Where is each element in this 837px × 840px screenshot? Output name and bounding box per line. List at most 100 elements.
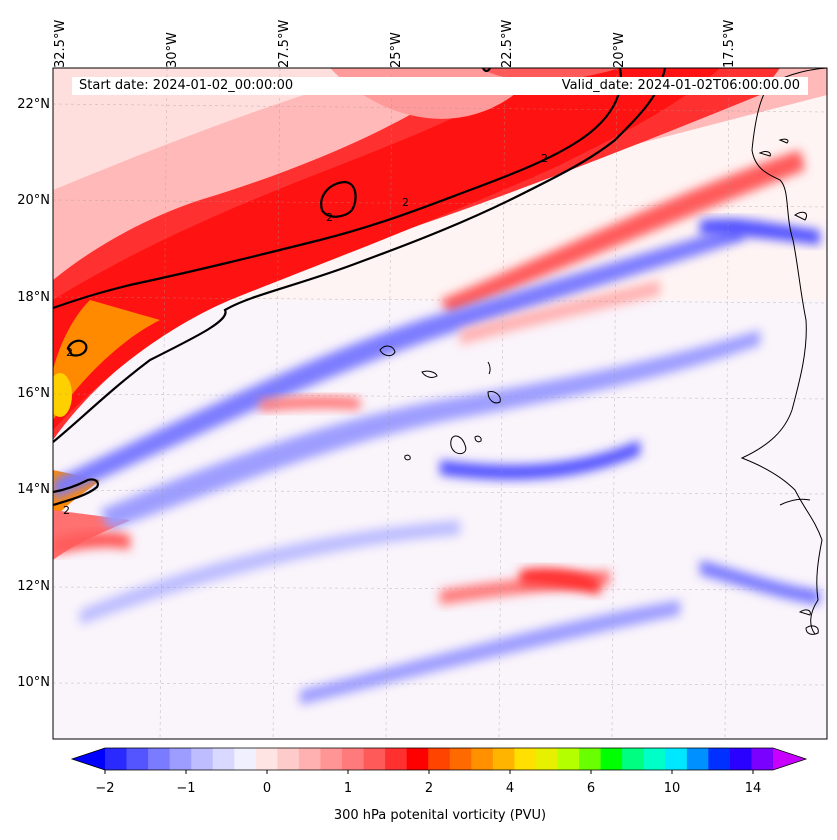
colorbar-tick-label: 4 <box>505 781 515 796</box>
contour-2pvu-sw <box>53 478 99 507</box>
colorbar <box>70 747 808 774</box>
lat-label: 10°N <box>17 675 50 690</box>
colorbar-tick-label: 14 <box>744 781 762 796</box>
guinea-bissau-islands <box>798 609 819 635</box>
red-filament-4 <box>460 280 660 345</box>
pv-max-yellow <box>53 373 72 417</box>
contour-2pvu-main <box>53 68 623 310</box>
cape-verde-maio <box>487 391 501 404</box>
colorbar-tick-label: −1 <box>176 781 196 796</box>
colorbar-swatch <box>298 748 321 770</box>
lat-label: 20°N <box>17 193 50 208</box>
colorbar-swatch <box>428 748 451 770</box>
lon-label: 32.5°W <box>53 19 68 68</box>
colorbar-swatch <box>579 748 602 770</box>
contour-2pvu-north <box>53 68 667 443</box>
colorbar-swatch <box>729 748 752 770</box>
colorbar-swatch <box>535 748 559 770</box>
contour-label: 2 <box>541 152 548 165</box>
colorbar-swatch <box>622 748 645 770</box>
colorbar-swatch <box>665 748 688 770</box>
lon-label: 25°W <box>389 32 404 68</box>
pv-2-contours <box>53 68 667 507</box>
colorbar-swatch <box>686 748 709 770</box>
blue-band-5 <box>300 600 680 705</box>
lat-label: 12°N <box>17 579 50 594</box>
lon-label: 22.5°W <box>500 19 515 68</box>
colorbar-swatch <box>385 748 408 770</box>
colorbar-tick-label: 0 <box>262 781 272 796</box>
contour-2pvu-blob <box>320 180 357 218</box>
lon-label: 17.5°W <box>722 19 737 68</box>
cape-verde-brava <box>474 435 482 443</box>
colorbar-swatch <box>320 748 343 770</box>
contour-label: 2 <box>66 346 73 359</box>
blue-band-3 <box>440 440 640 480</box>
red-filament-2 <box>520 568 600 595</box>
contour-labels: 2 2 2 2 2 <box>63 152 548 517</box>
colorbar-swatch <box>342 748 365 770</box>
colorbar-tick-label: 10 <box>663 781 681 796</box>
lat-label: 16°N <box>17 386 50 401</box>
colorbar-swatch <box>600 748 623 770</box>
lon-label: 27.5°W <box>277 19 292 68</box>
contour-2pvu-loop <box>66 339 88 357</box>
colorbar-swatch <box>708 748 731 770</box>
colorbar-swatch <box>406 748 429 770</box>
colorbar-tick-label: 2 <box>424 781 434 796</box>
cape-verde-sal <box>379 345 396 357</box>
contour-2pvu-top <box>482 68 491 73</box>
blue-band-6 <box>700 218 820 245</box>
pv-band-orange <box>53 300 160 420</box>
lat-label: 22°N <box>17 97 50 112</box>
colorbar-swatch <box>212 748 235 770</box>
blue-band-1 <box>53 225 745 500</box>
colorbar-extend-max <box>773 748 806 770</box>
map-field <box>53 68 827 739</box>
cape-verde-santiago <box>450 435 467 455</box>
colorbar-swatch <box>363 748 386 770</box>
start-date: Start date: 2024-01-02_00:00:00 <box>79 78 294 93</box>
contour-label: 2 <box>63 504 70 517</box>
cape-verde-fogo <box>404 454 411 461</box>
field-south <box>53 300 827 739</box>
pv-band-outer <box>53 68 827 230</box>
colorbar-swatch <box>751 748 774 770</box>
contour-label: 2 <box>326 211 333 224</box>
lat-label: 18°N <box>17 290 50 305</box>
colorbar-swatch <box>169 748 192 770</box>
colorbar-swatch <box>255 748 278 770</box>
coastlines <box>379 68 827 635</box>
colorbar-swatch <box>191 748 214 770</box>
blue-band-4 <box>80 520 460 625</box>
map-frame <box>52 67 828 740</box>
valid-date: Valid_date: 2024-01-02T06:00:00.00 <box>561 78 800 93</box>
colorbar-swatch <box>148 748 171 770</box>
pv-band-core <box>53 68 720 430</box>
graticule <box>53 68 827 739</box>
africa-coastline <box>740 68 827 635</box>
colorbar-swatch <box>277 748 300 770</box>
colorbar-swatch <box>471 748 494 770</box>
colorbar-label: 300 hPa potenital vorticity (PVU) <box>333 808 547 823</box>
cape-verde-boavista-east <box>487 361 491 375</box>
colorbar-swatch <box>126 748 149 770</box>
colorbar-swatch <box>557 748 580 770</box>
senegal-gambia-border <box>779 498 811 506</box>
cape-verde-boavista <box>421 370 438 378</box>
lat-label: 14°N <box>17 482 50 497</box>
blue-band-2 <box>100 330 760 530</box>
colorbar-swatch <box>514 748 537 770</box>
colorbar-tick-label: −2 <box>95 781 115 796</box>
canary-islands <box>758 138 808 221</box>
contour-label: 2 <box>402 196 409 209</box>
colorbar-tick-label: 1 <box>343 781 353 796</box>
date-banner: Start date: 2024-01-02_00:00:00 Valid_da… <box>72 77 808 95</box>
lon-label: 20°W <box>612 32 627 68</box>
blue-band-7 <box>700 560 820 605</box>
colorbar-swatch <box>492 748 515 770</box>
colorbar-swatch <box>105 748 128 770</box>
colorbar-swatch <box>449 748 472 770</box>
